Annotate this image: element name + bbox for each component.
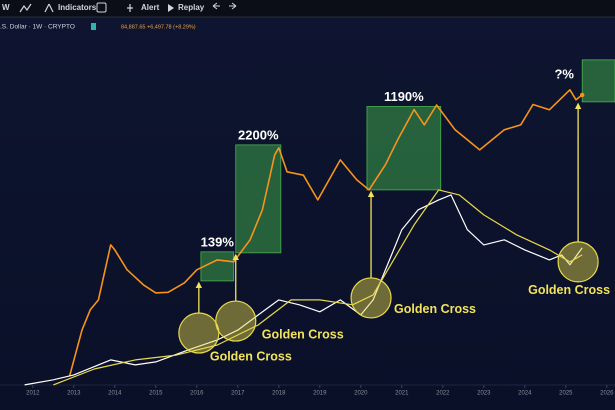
replay-button[interactable]: Replay [178, 3, 205, 12]
chart-type-icon[interactable] [19, 3, 32, 13]
series-line [53, 189, 583, 386]
x-tick-label: 2016 [190, 391, 204, 397]
x-tick-label: 2014 [108, 391, 122, 397]
x-tick-label: 2017 [231, 391, 245, 397]
x-tick-label: 2015 [149, 391, 163, 397]
x-tick-label: 2019 [313, 391, 327, 397]
indicators-icon[interactable] [44, 3, 54, 13]
gain-box [200, 251, 235, 282]
golden-cross-label: Golden Cross [528, 283, 610, 297]
undo-icon[interactable] [212, 2, 220, 10]
golden-cross-label: Golden Cross [210, 349, 292, 363]
x-tick-label: 2023 [477, 391, 491, 397]
symbol-name: .S. Dollar · 1W · CRYPTO [0, 24, 75, 31]
symbol-quote: 84,887.65 +6,497.78 (+8.29%) [121, 24, 196, 30]
x-tick-label: 2012 [26, 391, 40, 397]
series-line [68, 89, 583, 376]
indicators-button[interactable]: Indicators [58, 3, 97, 12]
last-price-dot [580, 92, 585, 98]
gain-label: 1190% [384, 89, 424, 104]
golden-cross-marker [178, 312, 220, 354]
x-tick-label: 2020 [354, 391, 368, 397]
x-tick-label: 2026 [600, 391, 614, 397]
alert-icon[interactable] [127, 4, 133, 12]
gain-box [581, 59, 615, 103]
gain-label: 139% [201, 234, 235, 249]
replay-icon[interactable] [168, 4, 174, 12]
x-tick-label: 2024 [518, 391, 532, 397]
redo-icon[interactable] [229, 2, 237, 10]
x-tick-label: 2025 [559, 391, 573, 397]
gain-label: 2200% [238, 127, 279, 142]
symbol-badge [91, 23, 96, 30]
templates-icon[interactable] [96, 2, 107, 13]
gain-box [366, 106, 442, 191]
x-tick-label: 2013 [67, 391, 81, 397]
x-tick-label: 2022 [436, 391, 450, 397]
golden-cross-marker [557, 241, 599, 283]
x-tick-label: 2018 [272, 391, 286, 397]
x-tick-label: 2021 [395, 391, 409, 397]
alert-button[interactable]: Alert [141, 3, 160, 12]
golden-cross-marker [350, 277, 392, 319]
golden-cross-label: Golden Cross [394, 302, 476, 316]
gain-label: ?% [554, 66, 574, 81]
golden-cross-label: Golden Cross [262, 327, 344, 341]
golden-cross-marker [215, 300, 257, 342]
interval-button[interactable]: W [2, 3, 10, 12]
toolbar [0, 0, 615, 17]
